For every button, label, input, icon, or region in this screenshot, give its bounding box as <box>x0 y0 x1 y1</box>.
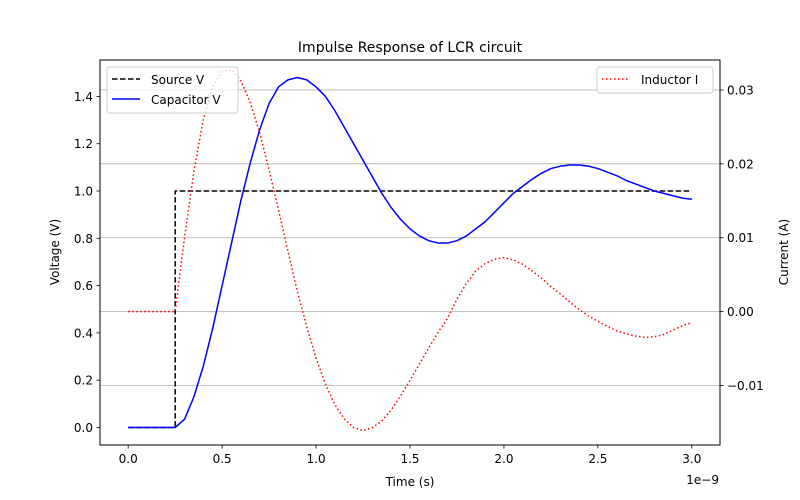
y-tick-label-0: 0.0 <box>74 421 93 435</box>
legend-right: Inductor I <box>596 66 714 94</box>
plot-frame <box>99 59 721 446</box>
x-tick-label-4: 2.0 <box>494 452 513 466</box>
y-tick-label-2: 0.4 <box>74 326 93 340</box>
x-tick-label-3: 1.5 <box>400 452 419 466</box>
y-tick-label-4: 0.8 <box>74 232 93 246</box>
chart-title: Impulse Response of LCR circuit <box>298 40 523 56</box>
series-layer <box>128 69 693 432</box>
legend-left: Source V Capacitor V <box>106 66 239 114</box>
y-tick-label-6: 1.2 <box>74 137 93 151</box>
legend-right-box <box>596 66 714 94</box>
legend-source-v-label: Source V <box>151 73 205 87</box>
y2-tick-label-2: 0.01 <box>727 231 754 245</box>
y2-tick-label-4: 0.03 <box>727 83 754 97</box>
legend-capacitor-v-label: Capacitor V <box>151 93 221 107</box>
legend-inductor-i-label: Inductor I <box>641 73 698 87</box>
y-tick-label-1: 0.2 <box>74 374 93 388</box>
y2-tick-label-0: −0.01 <box>727 379 764 393</box>
x-axis: 0.0 0.5 1.0 1.5 2.0 2.5 3.0 <box>119 445 701 466</box>
y-tick-label-3: 0.6 <box>74 279 93 293</box>
y2-tick-label-1: 0.00 <box>727 305 754 319</box>
grid-layer <box>100 89 720 386</box>
y-tick-label-5: 1.0 <box>74 185 93 199</box>
y2-axis-label: Current (A) <box>777 219 791 285</box>
x-tick-label-1: 0.5 <box>213 452 232 466</box>
y-axis-left: 0.0 0.2 0.4 0.6 0.8 1.0 1.2 1.4 <box>74 90 100 435</box>
x-tick-label-0: 0.0 <box>119 452 138 466</box>
x-tick-label-2: 1.0 <box>307 452 326 466</box>
y-axis-right: −0.01 0.00 0.01 0.02 0.03 <box>720 83 764 393</box>
x-offset-text: 1e−9 <box>686 473 719 487</box>
series-source-v-line <box>128 190 692 429</box>
y2-tick-label-3: 0.02 <box>727 157 754 171</box>
y-axis-label: Voltage (V) <box>48 219 62 285</box>
series-capacitor-v-line <box>128 76 692 429</box>
y-tick-label-7: 1.4 <box>74 90 93 104</box>
x-tick-label-5: 2.5 <box>588 452 607 466</box>
x-tick-label-6: 3.0 <box>682 452 701 466</box>
series-inductor-i-line <box>128 69 693 432</box>
x-axis-label: Time (s) <box>385 475 435 489</box>
